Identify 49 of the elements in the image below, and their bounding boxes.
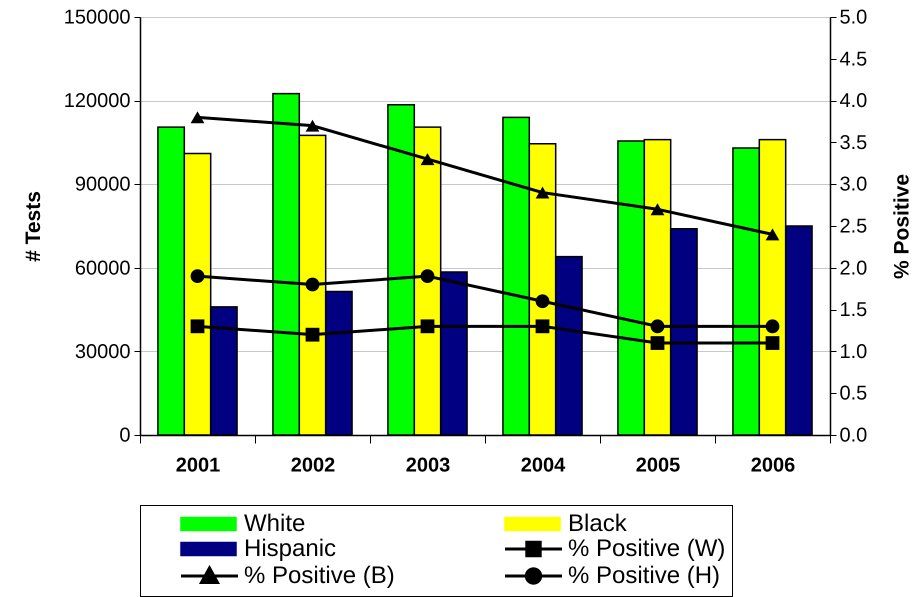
point (536, 186, 550, 199)
y-tick-label: 90000 (74, 174, 130, 196)
y2-tick-label: 5.0 (840, 6, 868, 28)
y2-tick-label: 0.5 (840, 382, 868, 405)
x-tick-label: 2001 (176, 454, 220, 476)
point (420, 269, 434, 284)
point (420, 153, 434, 166)
point (536, 294, 550, 308)
point (420, 319, 434, 334)
y2-tick-label: 3.0 (840, 174, 868, 196)
point (190, 111, 204, 124)
y2-tick-label: 1.5 (840, 299, 868, 322)
point (766, 336, 780, 350)
y2-tick-label: 0.0 (840, 424, 868, 446)
point (190, 269, 204, 284)
legend-label: Black (568, 510, 628, 537)
y2-tick-label: 2.0 (840, 257, 868, 280)
legend-label: Hispanic (244, 535, 336, 562)
point (306, 120, 320, 132)
y-tick-label: 60000 (74, 257, 130, 280)
legend-label: % Positive (W) (568, 535, 726, 562)
y-tick-label: 150000 (64, 6, 130, 28)
y2-axis-title: % Positive (890, 174, 914, 280)
y2-tick-label: 1.0 (840, 340, 868, 363)
legend-label: % Positive (B) (244, 562, 395, 589)
legend-label: White (244, 510, 306, 537)
y-tick-label: 0 (119, 424, 130, 446)
x-tick-label: 2006 (750, 454, 796, 476)
legend-label: % Positive (H) (568, 562, 720, 589)
point (766, 228, 780, 240)
point (536, 319, 550, 334)
point (650, 319, 664, 334)
x-tick-label: 2004 (520, 454, 566, 476)
y2-tick-label: 4.0 (840, 90, 868, 112)
point (650, 203, 664, 216)
point (190, 319, 204, 334)
x-tick-label: 2003 (406, 454, 450, 476)
y2-tick-label: 4.5 (840, 48, 868, 70)
y2-tick-label: 2.5 (840, 216, 868, 238)
y-tick-label: 30000 (74, 340, 130, 363)
point (766, 319, 780, 334)
point (650, 336, 664, 350)
point (306, 328, 320, 342)
y-axis-title: # Tests (22, 191, 45, 262)
x-tick-label: 2005 (636, 454, 680, 476)
y2-tick-label: 3.5 (840, 132, 868, 154)
x-tick-label: 2002 (290, 454, 336, 476)
y-tick-label: 120000 (64, 90, 130, 112)
point (306, 278, 320, 292)
